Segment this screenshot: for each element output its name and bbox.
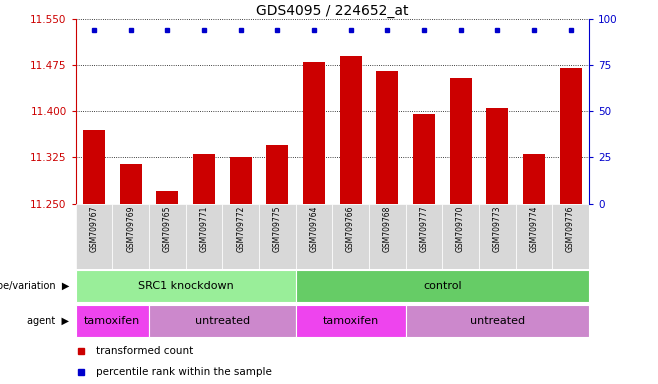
Bar bbox=[266, 145, 288, 204]
Text: tamoxifen: tamoxifen bbox=[84, 316, 140, 326]
Bar bbox=[259, 204, 295, 269]
Bar bbox=[193, 154, 215, 204]
Bar bbox=[523, 154, 545, 204]
Text: GSM709766: GSM709766 bbox=[346, 205, 355, 252]
Bar bbox=[405, 305, 589, 336]
Bar bbox=[295, 270, 589, 302]
Text: GSM709775: GSM709775 bbox=[273, 205, 282, 252]
Bar bbox=[222, 204, 259, 269]
Text: GSM709770: GSM709770 bbox=[456, 205, 465, 252]
Bar bbox=[295, 305, 405, 336]
Text: untreated: untreated bbox=[195, 316, 250, 326]
Text: untreated: untreated bbox=[470, 316, 525, 326]
Bar bbox=[552, 204, 589, 269]
Bar bbox=[120, 164, 141, 204]
Bar bbox=[113, 204, 149, 269]
Bar bbox=[405, 204, 442, 269]
Title: GDS4095 / 224652_at: GDS4095 / 224652_at bbox=[256, 4, 409, 18]
Bar bbox=[449, 78, 472, 204]
Text: GSM709769: GSM709769 bbox=[126, 205, 135, 252]
Text: percentile rank within the sample: percentile rank within the sample bbox=[96, 367, 272, 377]
Bar bbox=[76, 270, 295, 302]
Text: transformed count: transformed count bbox=[96, 346, 193, 356]
Bar bbox=[559, 68, 582, 204]
Bar bbox=[376, 71, 398, 204]
Text: GSM709768: GSM709768 bbox=[383, 205, 392, 252]
Text: SRC1 knockdown: SRC1 knockdown bbox=[138, 281, 234, 291]
Text: GSM709773: GSM709773 bbox=[493, 205, 502, 252]
Bar bbox=[83, 130, 105, 204]
Bar bbox=[149, 305, 295, 336]
Bar bbox=[149, 204, 186, 269]
Bar bbox=[76, 204, 113, 269]
Bar bbox=[479, 204, 516, 269]
Bar bbox=[76, 305, 149, 336]
Text: GSM709776: GSM709776 bbox=[566, 205, 575, 252]
Bar bbox=[340, 56, 362, 204]
Bar bbox=[369, 204, 405, 269]
Text: GSM709774: GSM709774 bbox=[530, 205, 538, 252]
Text: GSM709764: GSM709764 bbox=[309, 205, 318, 252]
Text: tamoxifen: tamoxifen bbox=[322, 316, 379, 326]
Bar bbox=[332, 204, 369, 269]
Bar bbox=[486, 108, 508, 204]
Text: control: control bbox=[423, 281, 461, 291]
Bar bbox=[516, 204, 552, 269]
Bar bbox=[186, 204, 222, 269]
Text: GSM709771: GSM709771 bbox=[199, 205, 209, 252]
Text: GSM709777: GSM709777 bbox=[419, 205, 428, 252]
Text: genotype/variation  ▶: genotype/variation ▶ bbox=[0, 281, 69, 291]
Bar bbox=[442, 204, 479, 269]
Text: GSM709772: GSM709772 bbox=[236, 205, 245, 252]
Text: GSM709765: GSM709765 bbox=[163, 205, 172, 252]
Bar bbox=[413, 114, 435, 204]
Bar bbox=[157, 191, 178, 204]
Bar bbox=[295, 204, 332, 269]
Text: agent  ▶: agent ▶ bbox=[27, 316, 69, 326]
Bar bbox=[303, 62, 325, 204]
Text: GSM709767: GSM709767 bbox=[89, 205, 99, 252]
Bar bbox=[230, 157, 251, 204]
